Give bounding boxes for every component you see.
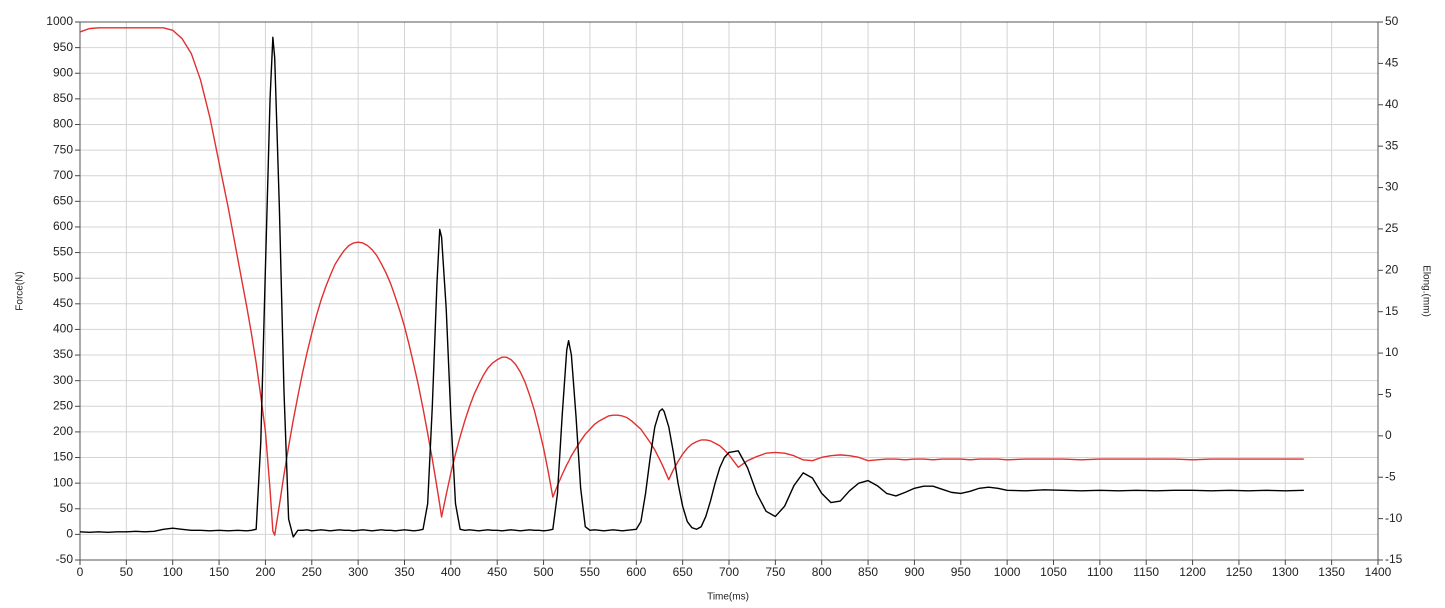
x-tick-label: 1400 [1365,565,1392,579]
y-tick-label: 700 [53,168,73,182]
x-tick-label: 200 [255,565,275,579]
x-tick-label: 900 [904,565,924,579]
x-tick-label: 1000 [994,565,1021,579]
y2-tick-label: -10 [1385,511,1403,525]
x-tick-label: 150 [209,565,229,579]
x-tick-label: 850 [858,565,878,579]
y2-tick-label: 10 [1385,345,1399,359]
x-tick-label: 100 [163,565,183,579]
y2-tick-label: -15 [1385,552,1403,566]
y-tick-label: 150 [53,450,73,464]
x-tick-label: 550 [580,565,600,579]
y-tick-label: 300 [53,373,73,387]
y2-tick-label: 45 [1385,56,1399,70]
y-tick-label: 250 [53,398,73,412]
y-tick-label: 100 [53,475,73,489]
x-tick-label: 500 [534,565,554,579]
y2-tick-label: 5 [1385,387,1392,401]
x-tick-label: 1350 [1318,565,1345,579]
y2-axis-label: Elong.(mm) [1420,265,1431,317]
y-tick-label: 0 [66,527,73,541]
y-tick-label: 950 [53,40,73,54]
x-tick-label: 300 [348,565,368,579]
y2-tick-label: 20 [1385,262,1399,276]
y-tick-label: 650 [53,194,73,208]
y-tick-label: 850 [53,91,73,105]
data-line [79,36,1304,538]
y-tick-label: 550 [53,245,73,259]
y-tick-label: 1000 [46,14,73,28]
y-tick-label: 350 [53,347,73,361]
x-tick-label: 600 [626,565,646,579]
x-tick-label: 1300 [1272,565,1299,579]
x-tick-label: 0 [77,565,84,579]
x-tick-label: 350 [394,565,414,579]
y-tick-label: 800 [53,117,73,131]
x-tick-label: 450 [487,565,507,579]
y-tick-label: 50 [60,501,74,515]
x-axis-label: Time(ms) [707,592,749,603]
data-line [79,27,1304,536]
y-tick-label: -50 [56,552,74,566]
y-axis-label: Force(N) [15,271,26,310]
y2-tick-label: 40 [1385,97,1399,111]
y-tick-label: 200 [53,424,73,438]
y2-tick-label: 35 [1385,138,1399,152]
x-tick-label: 1050 [1040,565,1067,579]
y2-tick-label: 0 [1385,428,1392,442]
x-tick-label: 1250 [1226,565,1253,579]
y-tick-label: 500 [53,270,73,284]
x-tick-label: 750 [765,565,785,579]
x-tick-label: 50 [120,565,134,579]
y2-tick-label: 25 [1385,221,1399,235]
y2-tick-label: -5 [1385,469,1396,483]
x-tick-label: 1100 [1087,565,1113,579]
x-tick-label: 250 [302,565,322,579]
x-tick-label: 650 [673,565,693,579]
y-tick-label: 450 [53,296,73,310]
y2-tick-label: 50 [1385,14,1399,28]
x-tick-label: 400 [441,565,461,579]
plot-frame [79,21,1379,561]
y-tick-label: 750 [53,142,73,156]
y-tick-label: 400 [53,322,73,336]
x-tick-label: 700 [719,565,739,579]
y-tick-label: 900 [53,65,73,79]
y2-tick-label: 15 [1385,304,1399,318]
x-tick-label: 1200 [1179,565,1206,579]
y2-tick-label: 30 [1385,180,1399,194]
x-tick-label: 950 [951,565,971,579]
x-tick-label: 800 [812,565,832,579]
x-tick-label: 1150 [1133,565,1159,579]
y-tick-label: 600 [53,219,73,233]
